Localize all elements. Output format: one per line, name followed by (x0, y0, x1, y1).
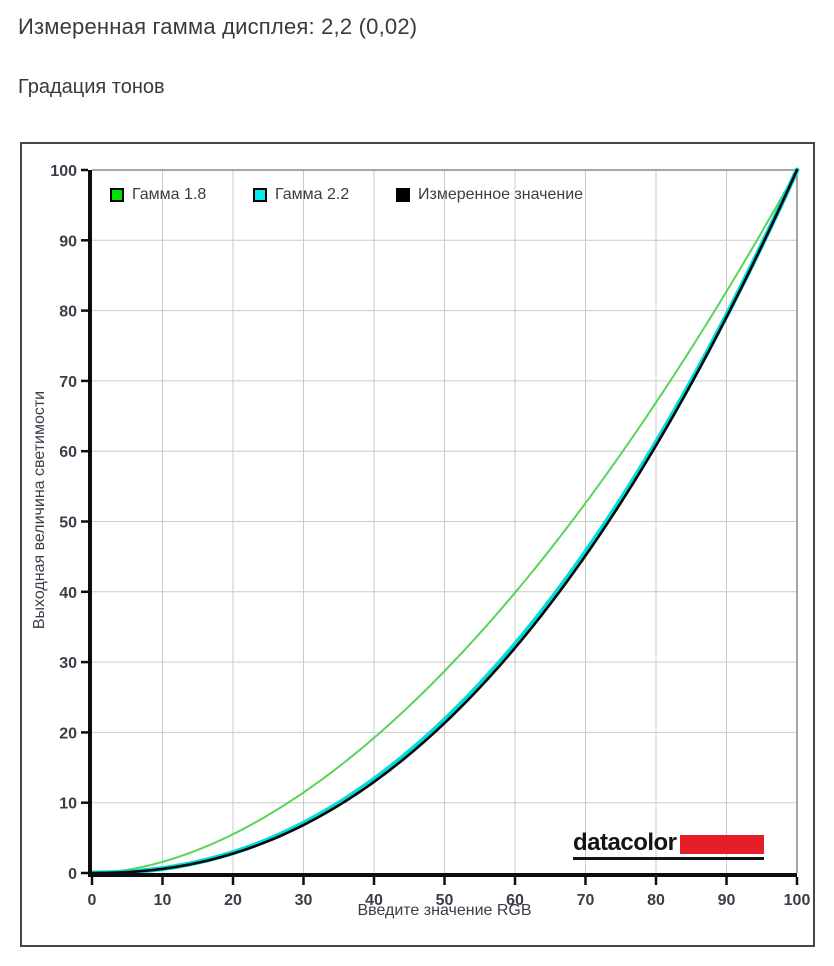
legend-item-measured: Измеренное значение (396, 186, 583, 204)
measured-swatch-icon (396, 188, 410, 202)
svg-text:70: 70 (577, 892, 595, 909)
svg-text:10: 10 (154, 892, 172, 909)
gamma-1-8-swatch-icon (110, 188, 124, 202)
svg-text:90: 90 (718, 892, 736, 909)
chart-legend: Гамма 1.8 Гамма 2.2 Измеренное значение (22, 186, 813, 206)
svg-text:70: 70 (59, 374, 77, 391)
measured-gamma-text: Измеренная гамма дисплея: 2,2 (0,02) (18, 14, 418, 39)
svg-text:0: 0 (68, 866, 77, 883)
svg-text:80: 80 (647, 892, 665, 909)
svg-text:50: 50 (436, 892, 454, 909)
svg-text:60: 60 (506, 892, 524, 909)
svg-text:90: 90 (59, 233, 77, 250)
svg-text:0: 0 (88, 892, 97, 909)
legend-label: Гамма 2.2 (275, 186, 350, 203)
svg-text:30: 30 (59, 655, 77, 672)
datacolor-logo: datacolor (573, 829, 764, 860)
svg-text:50: 50 (59, 515, 77, 532)
datacolor-logo-text: datacolor (573, 829, 677, 856)
svg-text:20: 20 (224, 892, 242, 909)
datacolor-logo-red-bar (679, 835, 764, 854)
svg-text:100: 100 (50, 163, 77, 180)
svg-text:10: 10 (59, 796, 77, 813)
svg-text:20: 20 (59, 725, 77, 742)
x-axis-title: Введите значение RGB (357, 902, 532, 919)
tone-response-chart: 0 10 20 30 40 50 60 70 80 90 100 0 10 20 30 40 50 60 70 80 9… (20, 142, 815, 947)
legend-label: Гамма 1.8 (132, 186, 207, 203)
legend-item-gamma-2-2: Гамма 2.2 (253, 186, 349, 204)
gamma-chart-canvas: 0 10 20 30 40 50 60 70 80 90 100 0 10 20 30 40 50 60 70 80 9… (50, 163, 811, 909)
svg-text:40: 40 (59, 585, 77, 602)
gamma-2-2-swatch-icon (253, 188, 267, 202)
section-title: Градация тонов (18, 76, 165, 98)
legend-item-gamma-1-8: Гамма 1.8 (110, 186, 206, 204)
legend-label: Измеренное значение (418, 186, 584, 203)
svg-text:40: 40 (365, 892, 383, 909)
svg-text:80: 80 (59, 304, 77, 321)
svg-text:30: 30 (295, 892, 313, 909)
svg-text:100: 100 (784, 892, 811, 909)
svg-text:60: 60 (59, 444, 77, 461)
y-axis-title: Выходная величина светимости (31, 390, 48, 630)
